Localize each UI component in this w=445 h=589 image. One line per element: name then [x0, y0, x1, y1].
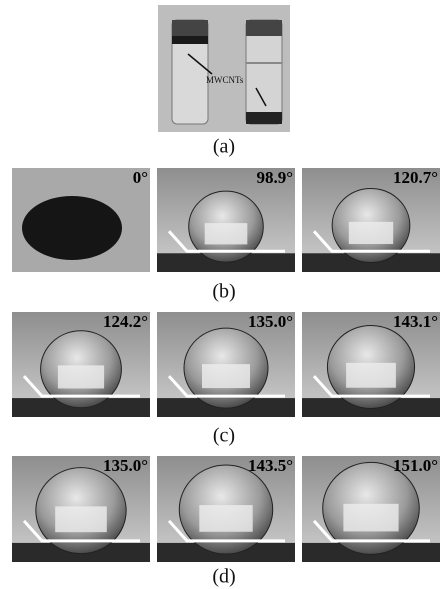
contact-angle: 135.0° [248, 312, 293, 331]
contact-angle: 98.9° [256, 168, 293, 187]
contact-angle: 0° [133, 168, 148, 187]
reflection [199, 505, 252, 532]
contact-angle: 135.0° [103, 456, 148, 475]
reflection [349, 222, 393, 244]
annotation: MWCNTs [206, 75, 244, 85]
panel-label: (d) [212, 566, 235, 588]
contact-angle: 151.0° [393, 456, 438, 475]
droplet-photo: 135.0° [157, 312, 295, 417]
vial-photo: MWCNTs [158, 5, 290, 132]
panel-label: (c) [213, 425, 235, 447]
droplet-photo: 151.0° [302, 456, 440, 562]
reflection [205, 223, 248, 244]
reflection [346, 363, 396, 388]
contact-angle: 143.1° [393, 312, 438, 331]
reflection [343, 504, 398, 532]
droplet-photo: 120.7° [302, 168, 440, 272]
reflection [202, 364, 250, 388]
reflection [58, 365, 104, 388]
contact-angle: 120.7° [393, 168, 438, 187]
panel-label: (a) [213, 136, 235, 158]
droplet-photo: 143.1° [302, 312, 440, 417]
droplet-photo: 143.5° [157, 456, 295, 562]
panel-label: (b) [212, 281, 235, 303]
contact-angle: 124.2° [103, 312, 148, 331]
droplet-photo: 98.9° [157, 168, 295, 272]
droplet-photo: 0° [12, 168, 150, 272]
contact-angle: 143.5° [248, 456, 293, 475]
reflection [55, 506, 107, 532]
powder [22, 196, 122, 260]
figure: MWCNTs (a) 0° 98.9° 120.7° (b) 124.2° 135.0° 1… [0, 0, 445, 589]
droplet-photo: 135.0° [12, 456, 150, 562]
droplet-photo: 124.2° [12, 312, 150, 417]
